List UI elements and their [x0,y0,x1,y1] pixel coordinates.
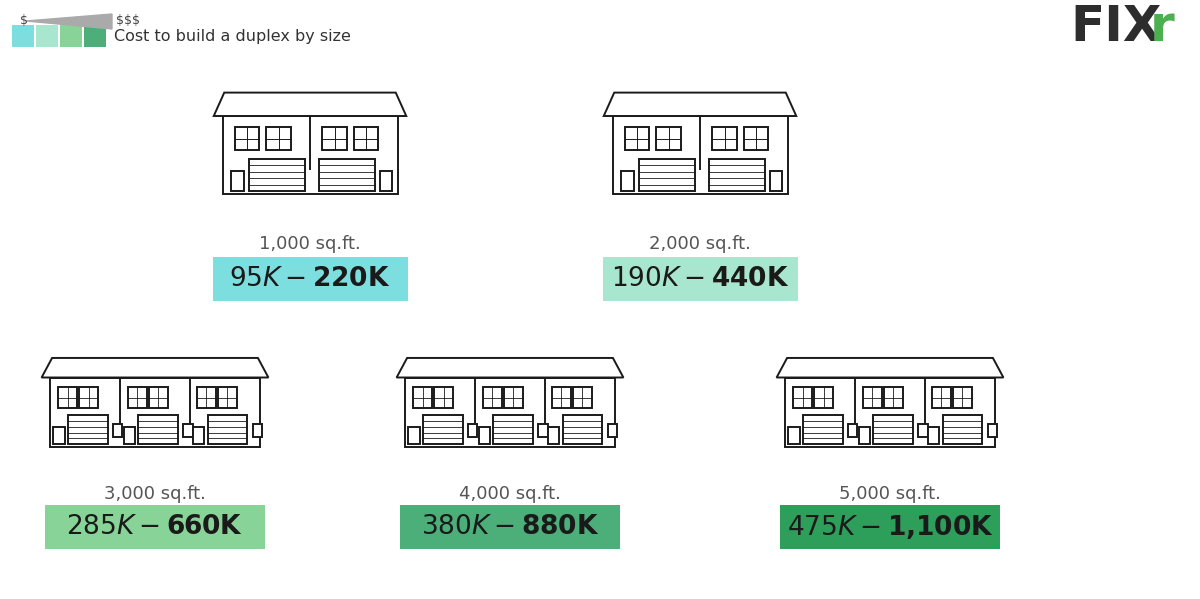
FancyBboxPatch shape [60,25,82,47]
FancyBboxPatch shape [138,415,178,444]
FancyBboxPatch shape [493,415,533,444]
FancyBboxPatch shape [408,427,420,444]
FancyBboxPatch shape [319,159,374,192]
Text: $95K - $220K: $95K - $220K [229,266,391,292]
Text: $$$: $$$ [116,14,140,28]
FancyBboxPatch shape [266,127,290,150]
FancyBboxPatch shape [468,424,478,437]
FancyBboxPatch shape [928,427,940,444]
FancyBboxPatch shape [612,116,787,194]
FancyBboxPatch shape [552,387,571,408]
FancyBboxPatch shape [354,127,378,150]
FancyBboxPatch shape [193,427,204,444]
FancyBboxPatch shape [780,505,1000,549]
FancyBboxPatch shape [788,427,799,444]
FancyBboxPatch shape [68,415,108,444]
FancyBboxPatch shape [539,424,548,437]
FancyBboxPatch shape [656,127,680,150]
FancyBboxPatch shape [953,387,972,408]
FancyBboxPatch shape [253,424,262,437]
FancyBboxPatch shape [602,257,798,301]
FancyBboxPatch shape [235,127,259,150]
FancyBboxPatch shape [858,427,870,444]
FancyBboxPatch shape [36,25,58,47]
FancyBboxPatch shape [709,159,764,192]
FancyBboxPatch shape [113,424,122,437]
FancyBboxPatch shape [434,387,454,408]
FancyBboxPatch shape [248,159,305,192]
FancyBboxPatch shape [208,415,247,444]
FancyBboxPatch shape [124,427,136,444]
FancyBboxPatch shape [127,387,146,408]
FancyBboxPatch shape [883,387,902,408]
FancyBboxPatch shape [184,424,193,437]
FancyBboxPatch shape [46,505,265,549]
Polygon shape [776,358,1003,377]
FancyBboxPatch shape [547,427,559,444]
FancyBboxPatch shape [218,387,236,408]
FancyBboxPatch shape [232,171,244,192]
Text: r: r [1150,3,1175,51]
FancyBboxPatch shape [479,427,490,444]
FancyBboxPatch shape [563,415,602,444]
FancyBboxPatch shape [942,415,983,444]
Polygon shape [396,358,624,377]
FancyBboxPatch shape [50,377,260,446]
Text: FIX: FIX [1070,3,1162,51]
FancyBboxPatch shape [197,387,216,408]
FancyBboxPatch shape [422,415,463,444]
FancyBboxPatch shape [918,424,928,437]
FancyBboxPatch shape [625,127,649,150]
Polygon shape [26,14,112,29]
FancyBboxPatch shape [785,377,995,446]
Text: $: $ [20,14,28,28]
FancyBboxPatch shape [413,387,432,408]
FancyBboxPatch shape [932,387,950,408]
FancyBboxPatch shape [770,171,782,192]
FancyBboxPatch shape [400,505,620,549]
FancyBboxPatch shape [504,387,523,408]
FancyBboxPatch shape [793,387,812,408]
FancyBboxPatch shape [222,116,397,194]
Text: $190K - $440K: $190K - $440K [611,266,790,292]
Text: 5,000 sq.ft.: 5,000 sq.ft. [839,485,941,503]
Text: Cost to build a duplex by size: Cost to build a duplex by size [114,29,350,44]
FancyBboxPatch shape [380,171,392,192]
FancyBboxPatch shape [12,25,34,47]
FancyBboxPatch shape [149,387,168,408]
FancyBboxPatch shape [574,387,592,408]
FancyBboxPatch shape [482,387,502,408]
FancyBboxPatch shape [863,387,882,408]
FancyBboxPatch shape [79,387,98,408]
FancyBboxPatch shape [713,127,737,150]
FancyBboxPatch shape [84,25,106,47]
Polygon shape [214,93,407,116]
FancyBboxPatch shape [323,127,347,150]
FancyBboxPatch shape [638,159,695,192]
Text: 4,000 sq.ft.: 4,000 sq.ft. [460,485,560,503]
FancyBboxPatch shape [59,387,77,408]
FancyBboxPatch shape [607,424,617,437]
FancyBboxPatch shape [848,424,858,437]
Text: $285K - $660K: $285K - $660K [66,514,244,540]
Text: $380K - $880K: $380K - $880K [421,514,599,540]
FancyBboxPatch shape [744,127,768,150]
FancyBboxPatch shape [988,424,997,437]
Text: 1,000 sq.ft.: 1,000 sq.ft. [259,235,361,253]
FancyBboxPatch shape [212,257,408,301]
FancyBboxPatch shape [622,171,634,192]
Text: $475K - $1,100K: $475K - $1,100K [787,513,994,541]
FancyBboxPatch shape [53,427,65,444]
FancyBboxPatch shape [803,415,842,444]
Text: 2,000 sq.ft.: 2,000 sq.ft. [649,235,751,253]
Polygon shape [42,358,269,377]
FancyBboxPatch shape [406,377,616,446]
FancyBboxPatch shape [874,415,913,444]
Polygon shape [604,93,797,116]
Text: 3,000 sq.ft.: 3,000 sq.ft. [104,485,206,503]
FancyBboxPatch shape [815,387,833,408]
